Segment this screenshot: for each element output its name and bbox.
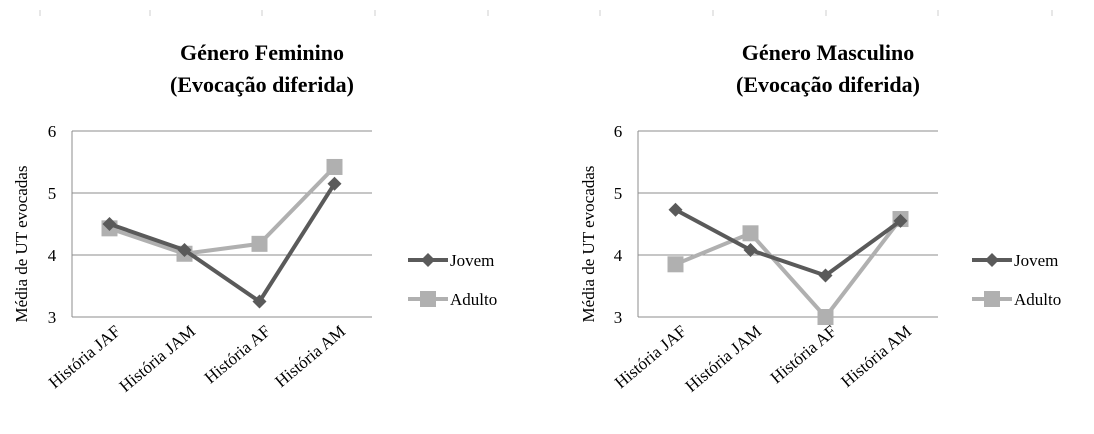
y-axis-label: Média de UT evocadas: [579, 166, 598, 323]
chart-female: Género Feminino (Evocação diferida) 3 4 5 6 Mé…: [12, 40, 497, 396]
data-point-jovem: [252, 294, 267, 309]
legend-label-adulto: Adulto: [1014, 290, 1061, 309]
legend-label-jovem: Jovem: [1014, 251, 1058, 270]
y-tick-label: 4: [48, 246, 57, 265]
series-line-adulto: [108, 165, 336, 256]
chart-title-line-1: Género Masculino: [742, 40, 915, 65]
y-tick-label: 4: [614, 246, 623, 265]
y-tick-label: 6: [48, 122, 57, 141]
data-point-adulto: [817, 309, 834, 325]
data-point-jovem: [668, 202, 683, 217]
x-tick-label: História JAF: [45, 322, 124, 393]
series-line-jovem: [674, 207, 902, 278]
data-point-adulto: [742, 225, 759, 242]
data-point-jovem: [893, 213, 908, 228]
legend-label-adulto: Adulto: [450, 290, 497, 309]
x-tick-label: História JAM: [682, 322, 765, 396]
data-point-adulto: [251, 235, 268, 252]
y-axis-label: Média de UT evocadas: [12, 166, 31, 323]
legend-label-jovem: Jovem: [450, 251, 494, 270]
data-point-adulto: [667, 256, 684, 273]
series-line-jovem: [108, 182, 337, 304]
chart-title-line-1: Género Feminino: [180, 40, 344, 65]
y-tick-label: 3: [614, 308, 623, 327]
x-tick-label: História AM: [271, 322, 349, 392]
x-tick-label: História JAM: [116, 322, 199, 396]
data-point-jovem: [102, 217, 117, 231]
data-point-jovem: [818, 268, 833, 283]
legend-marker-adulto: [420, 291, 436, 307]
data-point-jovem: [327, 176, 342, 191]
legend-marker-jovem: [421, 253, 435, 267]
data-point-jovem: [743, 243, 758, 258]
y-tick-label: 3: [48, 308, 57, 327]
x-tick-label: História AM: [837, 322, 915, 392]
x-tick-label: História AF: [767, 322, 840, 388]
y-tick-label: 5: [48, 184, 57, 203]
data-point-jovem: [177, 243, 192, 258]
chart-male: Género Masculino (Evocação diferida) 3 4 5 6 M…: [579, 40, 1061, 396]
chart-title-line-2: (Evocação diferida): [170, 72, 354, 97]
legend-marker-jovem: [985, 253, 999, 267]
x-tick-label: História AF: [201, 322, 274, 388]
top-border-ticks: [39, 10, 1053, 16]
x-tick-label: História JAF: [611, 322, 690, 393]
legend-marker-adulto: [984, 291, 1000, 307]
series-line-adulto: [674, 217, 903, 319]
chart-title-line-2: (Evocação diferida): [736, 72, 920, 97]
y-tick-label: 6: [614, 122, 623, 141]
data-point-adulto: [326, 158, 343, 175]
y-tick-label: 5: [614, 184, 623, 203]
